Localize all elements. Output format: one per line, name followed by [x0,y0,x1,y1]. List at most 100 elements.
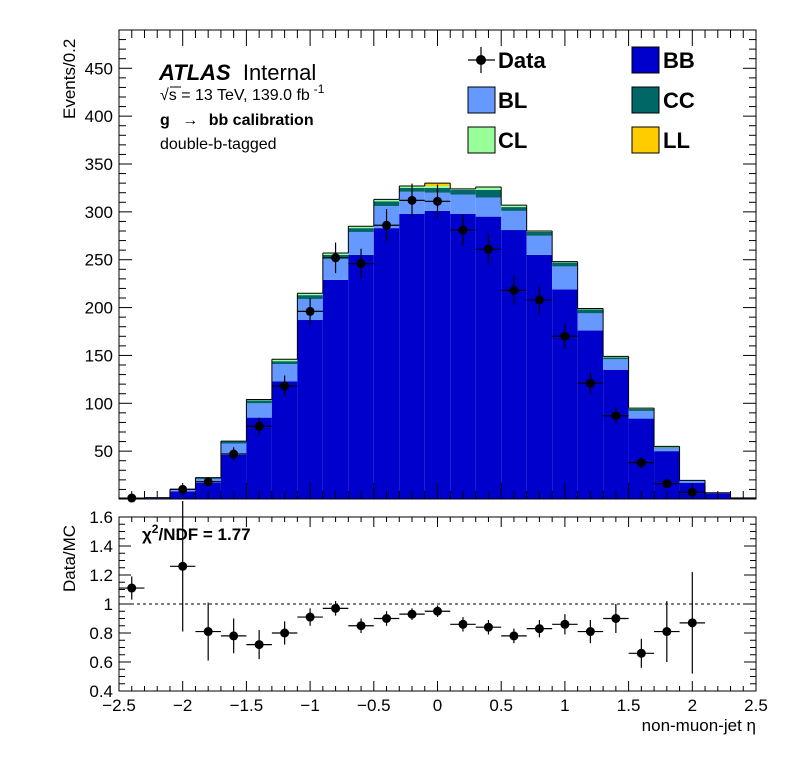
ratio-point [636,648,646,658]
main-y-axis: 50 100 150 200 250 300 350 400 450 [85,39,756,490]
ratio-point [560,619,570,629]
y-tick-label: 400 [85,107,113,126]
data-point [611,411,621,421]
data-point [509,285,519,295]
x-tick-label: −0.5 [357,696,391,715]
x-tick-label: 2 [688,696,697,715]
ratio-points [119,501,706,674]
bar-cc [526,231,553,236]
svg-text:CC: CC [663,88,695,113]
bar-cc [654,447,680,449]
data-point [331,253,341,263]
bar-bl [679,480,706,483]
legend: Data BB BL CC CL LL [467,46,695,154]
ratio-x-axis: −2.5 −2 −1.5 −1 −0.5 0 0.5 1 1.5 2 2.5 [102,517,768,715]
data-point [534,295,544,305]
ratio-y-axis: 0.4 0.6 0.8 1 1.2 1.4 1.6 [89,508,756,701]
chi2-annotation: χ2/NDF = 1.77 [142,522,251,544]
y-tick-label: 100 [85,394,113,413]
data-point [433,196,442,206]
bar-bl [628,410,655,419]
y-tick-label: 300 [85,203,113,222]
legend-entry-ll: LL [631,126,690,154]
ratio-y-tick-label: 0.8 [89,624,113,643]
bar-bb [450,213,476,499]
data-point [458,225,468,235]
ratio-point [331,603,341,613]
ratio-panel: 0.4 0.6 0.8 1 1.2 1.4 1.6 −2.5 −2 −1.5 −1 −0.5 0 0.5… [60,501,768,735]
bar-bb [501,230,527,500]
bar-bl [246,403,272,418]
data-point [280,381,290,391]
data-point [636,458,646,468]
bar-cc [271,361,298,365]
atlas-label: ATLAS Internal [158,60,316,85]
bar-cl [271,359,298,362]
legend-entry-data: Data [468,47,546,73]
bar-cl [348,226,374,229]
data-point [305,306,315,316]
ratio-y-tick-label: 1.6 [89,508,113,527]
data-point [356,259,366,269]
bar-cc [577,309,604,314]
data-point [560,331,570,341]
y-tick-label: 250 [85,251,113,270]
data-point [407,195,417,205]
y-axis-title: Events/0.2 [60,39,79,119]
main-x-ticks [118,30,757,499]
bar-bb [552,289,578,499]
ratio-y-tick-label: 0.4 [89,682,113,701]
svg-text:Data: Data [498,48,546,73]
bar-bb [348,254,374,499]
svg-text:BL: BL [498,88,527,113]
svg-text:BB: BB [663,48,695,73]
bar-bl [348,231,374,255]
x-tick-label: −1.5 [230,696,264,715]
bar-cc [297,295,323,299]
bar-bb [271,381,298,499]
ratio-y-axis-title: Data/MC [60,525,79,592]
bar-cc [475,189,502,198]
data-point [203,477,213,487]
x-tick-label: −2.5 [102,696,136,715]
bar-bb [322,279,349,499]
x-tick-label: 1 [560,696,569,715]
legend-entry-bl: BL [467,86,527,114]
x-tick-label: 0 [433,696,442,715]
bar-bb [399,213,425,499]
ratio-y-tick-label: 1.2 [89,566,113,585]
ratio-point [433,606,442,616]
y-tick-label: 150 [85,346,113,365]
selection-label: g → bb calibration [160,112,314,129]
x-tick-label: 0.5 [489,696,513,715]
stacked-histogram [119,182,756,500]
bar-bl [526,235,553,255]
ratio-point [127,583,137,593]
data-point [662,479,672,489]
bar-bl [552,266,578,290]
svg-text:CL: CL [498,128,527,153]
ratio-point [458,619,468,629]
x-axis-title: non-muon-jet η [642,716,756,735]
ratio-point [305,612,315,622]
bar-cl [297,293,323,296]
ratio-point [203,627,213,637]
data-point [483,244,493,254]
bar-bb [424,210,451,499]
bar-bb [373,228,400,499]
legend-entry-bb: BB [631,46,695,74]
bar-bl [450,194,476,214]
ratio-point [534,624,544,634]
legend-entry-cl: CL [467,126,527,154]
energy-lumi-label: √s = 13 TeV, 139.0 fb -1 [160,82,325,104]
y-tick-label: 50 [94,442,113,461]
bar-cl [373,199,400,202]
bar-bb [577,330,604,499]
bar-bl [654,448,680,452]
main-panel: 50 100 150 200 250 300 350 400 450 Events/0.2 AT… [60,29,757,503]
bar-bl [271,364,298,382]
x-tick-label: 1.5 [617,696,641,715]
bar-cc [220,441,247,444]
data-point [229,449,239,459]
